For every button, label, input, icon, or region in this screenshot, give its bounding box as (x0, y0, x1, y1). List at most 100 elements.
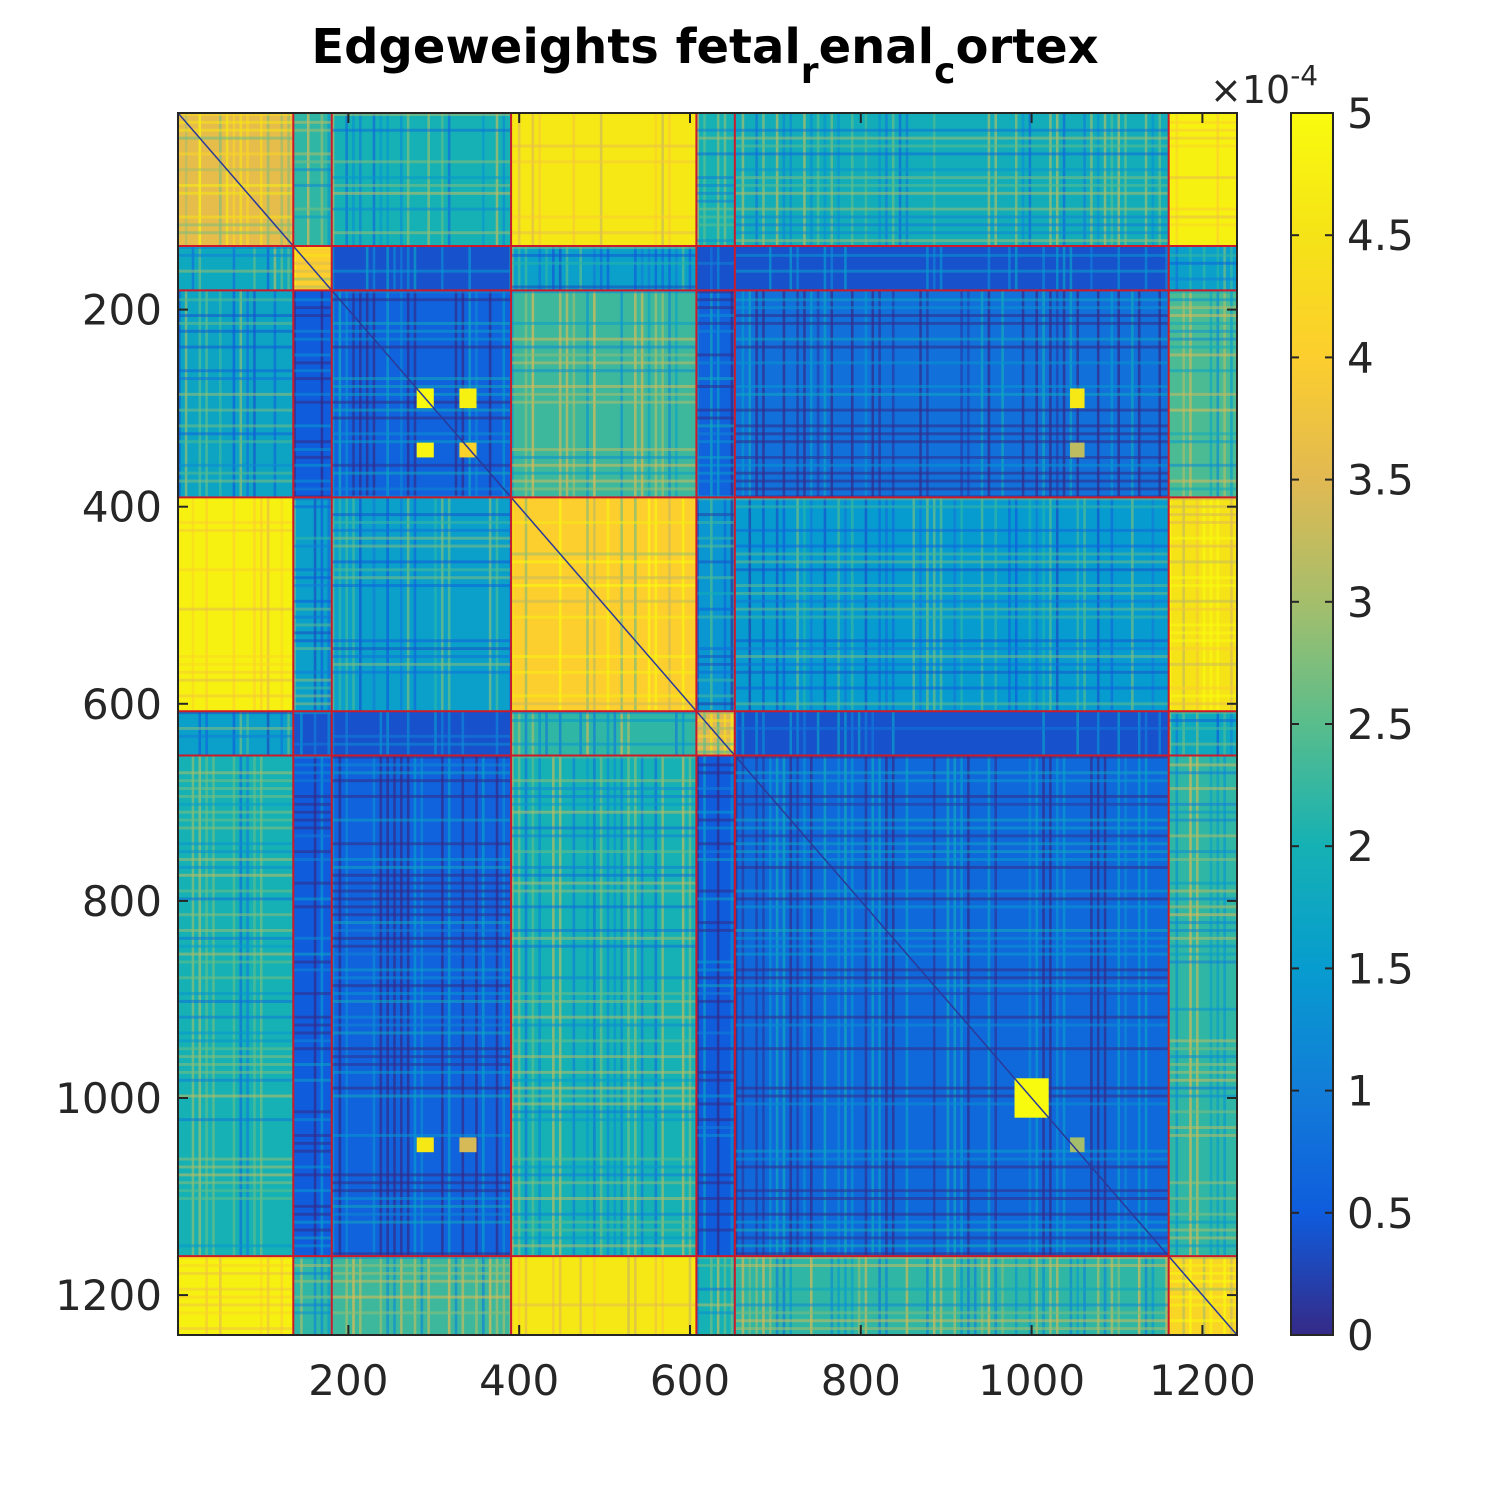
colorbar-tick-label: 1.5 (1347, 944, 1414, 993)
heatmap-stripe (511, 850, 697, 854)
heatmap-stripe (331, 913, 512, 917)
heatmap-stripe (809, 755, 813, 1257)
heatmap-stripe (789, 755, 793, 1257)
heatmap-stripe (850, 755, 854, 1257)
heatmap-stripe (293, 1189, 332, 1193)
heatmap-stripe (710, 711, 713, 756)
heatmap-stripe (593, 755, 596, 1257)
heatmap-stripe (789, 113, 793, 247)
heatmap-stripe (511, 599, 697, 603)
heatmap-stripe (293, 952, 332, 956)
heatmap-stripe (1168, 763, 1237, 767)
heatmap-stripe (703, 113, 706, 247)
heatmap-stripe (280, 113, 284, 247)
heatmap-stripe (734, 239, 1169, 243)
heatmap-stripe (400, 1256, 403, 1335)
heatmap-stripe (178, 1264, 294, 1268)
heatmap-stripe (511, 497, 514, 712)
heatmap-stripe (857, 1256, 861, 1335)
heatmap-stripe (1110, 113, 1114, 247)
heatmap-stripe (734, 1047, 1169, 1051)
heatmap-stripe (293, 487, 332, 491)
heatmap-stripe (782, 497, 786, 712)
heatmap-stripe (205, 1256, 208, 1335)
heatmap-stripe (331, 497, 335, 712)
heatmap-stripe (558, 1256, 562, 1335)
heatmap-highlight-block (1070, 1137, 1085, 1153)
heatmap-stripe (293, 771, 332, 775)
heatmap-stripe (331, 936, 512, 940)
heatmap-stripe (552, 755, 555, 1257)
heatmap-stripe (293, 1256, 332, 1260)
heatmap-stripe (1014, 246, 1018, 291)
heatmap-stripe (293, 1220, 332, 1224)
heatmap-stripe (1049, 113, 1052, 247)
heatmap-stripe (1083, 1256, 1086, 1335)
heatmap-stripe (782, 755, 786, 1257)
x-tick-label: 600 (650, 1356, 730, 1405)
heatmap-stripe (1223, 246, 1226, 291)
heatmap-stripe (331, 408, 512, 412)
heatmap-stripe (178, 711, 294, 715)
heatmap-stripe (796, 246, 799, 291)
heatmap-stripe (734, 183, 1169, 187)
heatmap-stripe (696, 615, 735, 619)
heatmap-stripe (953, 1256, 957, 1335)
heatmap-stripe (511, 552, 697, 556)
heatmap-stripe (696, 787, 735, 791)
heatmap-stripe (331, 1212, 512, 1216)
heatmap-stripe (703, 755, 706, 1257)
heatmap-stripe (511, 144, 697, 148)
heatmap-stripe (1021, 113, 1025, 247)
heatmap-stripe (293, 424, 332, 428)
heatmap-stripe (1168, 1007, 1237, 1011)
heatmap-stripe (905, 113, 909, 247)
heatmap-stripe (293, 834, 332, 838)
heatmap-stripe (1096, 755, 1100, 1257)
heatmap-stripe (331, 432, 512, 436)
heatmap-stripe (266, 497, 270, 712)
heatmap-stripe (1168, 1228, 1237, 1232)
heatmap-stripe (946, 755, 950, 1257)
heatmap-stripe (1168, 623, 1237, 627)
heatmap-stripe (331, 513, 512, 517)
heatmap-stripe (331, 440, 512, 444)
heatmap-stripe (475, 1256, 478, 1335)
heatmap-stripe (287, 113, 290, 247)
heatmap-stripe (1230, 246, 1233, 291)
heatmap-stripe (1055, 1256, 1059, 1335)
heatmap-stripe (517, 1256, 521, 1335)
heatmap-stripe (524, 711, 528, 756)
heatmap-stripe (178, 120, 294, 124)
heatmap-stripe (178, 269, 294, 273)
heatmap-stripe (1216, 497, 1220, 712)
heatmap-stripe (293, 440, 332, 444)
heatmap-stripe (178, 1078, 294, 1082)
heatmap-stripe (586, 711, 589, 756)
heatmap-stripe (331, 1094, 512, 1098)
heatmap-stripe (734, 408, 1169, 412)
heatmap-stripe (511, 999, 697, 1003)
heatmap-stripe (511, 711, 697, 715)
heatmap-stripe (696, 999, 735, 1003)
heatmap-stripe (734, 755, 738, 1257)
heatmap-stripe (338, 497, 342, 712)
heatmap-stripe (1196, 755, 1199, 1257)
heatmap-stripe (696, 607, 735, 611)
heatmap-stripe (511, 755, 514, 1257)
heatmap-stripe (775, 113, 779, 247)
heatmap-stripe (734, 952, 1169, 956)
heatmap-stripe (696, 921, 735, 925)
heatmap-stripe (246, 711, 249, 756)
heatmap-stripe (593, 246, 596, 291)
heatmap-stripe (1168, 1287, 1237, 1291)
heatmap-stripe (517, 711, 521, 756)
heatmap-stripe (1090, 113, 1093, 247)
heatmap-stripe (293, 269, 332, 273)
heatmap-stripe (734, 1015, 1169, 1019)
heatmap-stripe (661, 1256, 664, 1335)
heatmap-stripe (511, 463, 697, 467)
heatmap-stripe (365, 246, 369, 291)
heatmap-stripe (178, 936, 294, 940)
heatmap-stripe (1042, 711, 1045, 756)
